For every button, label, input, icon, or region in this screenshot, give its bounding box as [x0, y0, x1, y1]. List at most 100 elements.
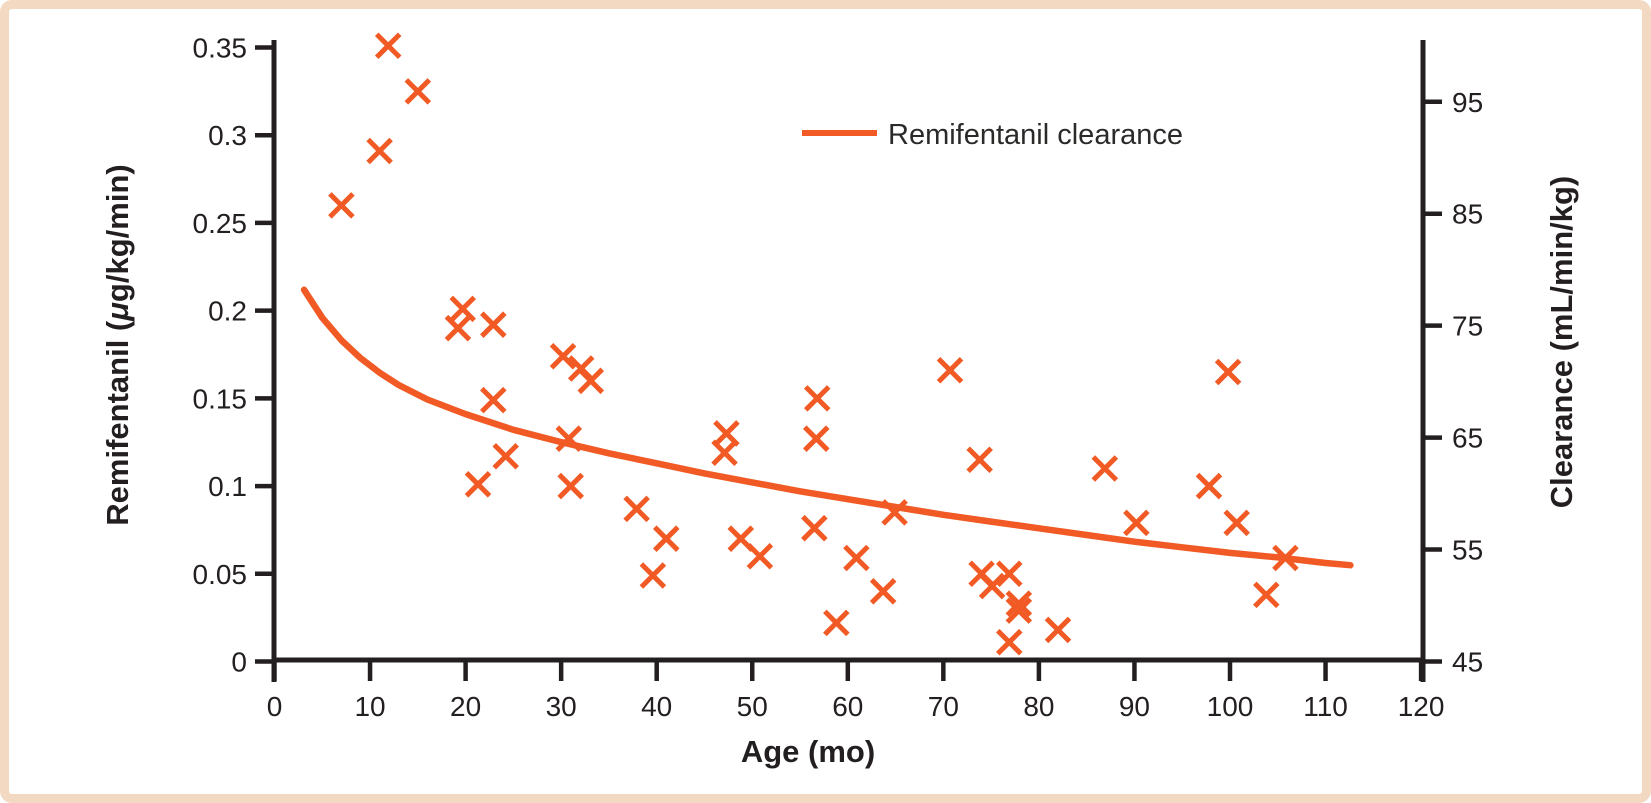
scatter-point [1123, 509, 1150, 537]
x-marker-stroke [464, 471, 492, 498]
clearance-curve [300, 286, 1354, 569]
x-marker-stroke [711, 439, 738, 467]
scatter-point [623, 495, 650, 523]
x-marker-stroke [803, 425, 830, 452]
y-left-tick-label: 0.2 [208, 296, 247, 327]
x-marker-stroke [444, 314, 472, 342]
scatter-point [555, 425, 583, 452]
scatter-point [1091, 455, 1119, 482]
x-marker-stroke [480, 386, 507, 414]
y-right-tick-label: 45 [1452, 647, 1483, 678]
scatter-point [652, 525, 680, 552]
x-marker-stroke [449, 295, 477, 323]
scatter-point [549, 342, 577, 370]
x-marker-stroke [1123, 509, 1150, 537]
x-tick-label: 20 [450, 691, 481, 722]
scatter-point [1044, 616, 1072, 644]
x-marker-stroke [727, 525, 755, 552]
x-marker-stroke [480, 311, 507, 338]
x-marker-stroke [623, 495, 650, 523]
x-tick-label: 40 [641, 691, 672, 722]
scatter-point [557, 472, 584, 500]
x-marker-stroke [1214, 358, 1242, 386]
x-marker-stroke [843, 544, 870, 572]
x-marker-stroke [996, 628, 1023, 656]
x-tick-label: 0 [267, 691, 283, 722]
scatter-point [1253, 581, 1280, 609]
x-marker-stroke [328, 192, 355, 219]
scatter-point [843, 544, 870, 572]
x-marker-stroke [936, 357, 964, 384]
y-left-tick-label: 0 [231, 647, 247, 678]
x-marker-stroke [374, 32, 402, 60]
y-right-tick-label: 85 [1452, 199, 1483, 230]
x-marker-stroke [801, 514, 828, 542]
y-right-tick-label: 55 [1452, 535, 1483, 566]
x-marker-stroke [803, 385, 831, 412]
x-marker-stroke [978, 572, 1006, 600]
scatter-point [1272, 544, 1299, 572]
x-marker-stroke [577, 367, 605, 395]
x-marker-stroke [1253, 581, 1280, 609]
x-tick-label: 100 [1207, 691, 1254, 722]
x-marker-stroke [713, 420, 740, 447]
scatter-point [1214, 358, 1242, 386]
scatter-point [996, 560, 1023, 588]
scatter-point [480, 311, 507, 338]
x-marker-stroke [1223, 509, 1250, 537]
scatter-point [823, 609, 850, 637]
scatter-point [1005, 590, 1033, 617]
scatter-point [366, 137, 393, 165]
scatter-point [1223, 509, 1250, 537]
legend-label: Remifentanil clearance [888, 119, 1183, 151]
scatter-point [449, 295, 477, 323]
x-marker-stroke [639, 562, 667, 589]
x-marker-stroke [555, 425, 583, 452]
scatter-point [746, 542, 774, 570]
x-tick-label: 90 [1119, 691, 1150, 722]
scatter-point [936, 357, 964, 384]
scatter-point [1195, 472, 1223, 500]
scatter-point [881, 499, 908, 526]
y-axis-left-title: Remifentanil (μg/kg/min) [100, 164, 135, 525]
y-right-tick-label: 75 [1452, 311, 1483, 342]
x-marker-stroke [1044, 616, 1072, 644]
scatter-point [1005, 597, 1033, 624]
x-tick-label: 120 [1398, 691, 1445, 722]
y-left-tick-label: 0.25 [193, 208, 248, 239]
scatter-point [464, 471, 492, 498]
x-tick-label: 80 [1023, 691, 1054, 722]
y-left-tick-label: 0.3 [208, 120, 247, 151]
y-axis-right-title: Clearance (mL/min/kg) [1544, 176, 1579, 508]
x-marker-stroke [1005, 597, 1033, 624]
x-marker-stroke [1091, 455, 1119, 482]
x-marker-stroke [652, 525, 680, 552]
x-tick-label: 110 [1303, 691, 1348, 722]
x-marker-stroke [746, 542, 774, 570]
x-tick-label: 60 [832, 691, 863, 722]
x-tick-label: 30 [546, 691, 577, 722]
x-marker-stroke [366, 137, 393, 165]
y-left-tick-label: 0.05 [193, 559, 248, 590]
scatter-point [639, 562, 667, 589]
y-right-tick-label: 65 [1452, 423, 1483, 454]
x-marker-stroke [1005, 590, 1033, 617]
scatter-point [328, 192, 355, 219]
scatter-point [966, 446, 993, 474]
x-marker-stroke [996, 560, 1023, 588]
scatter-point [492, 442, 519, 470]
x-marker-stroke [869, 578, 897, 605]
x-marker-stroke [966, 446, 993, 474]
y-left-tick-label: 0.1 [208, 471, 247, 502]
scatter-point [374, 32, 402, 60]
y-right-tick-label: 95 [1452, 87, 1483, 118]
scatter-point [801, 514, 828, 542]
scatter-point [404, 78, 432, 105]
x-marker-stroke [1195, 472, 1223, 500]
scatter-point [996, 628, 1023, 656]
x-marker-stroke [492, 442, 519, 470]
x-marker-stroke [404, 78, 432, 105]
x-marker-stroke [1272, 544, 1299, 572]
y-left-tick-label: 0.35 [193, 32, 248, 63]
